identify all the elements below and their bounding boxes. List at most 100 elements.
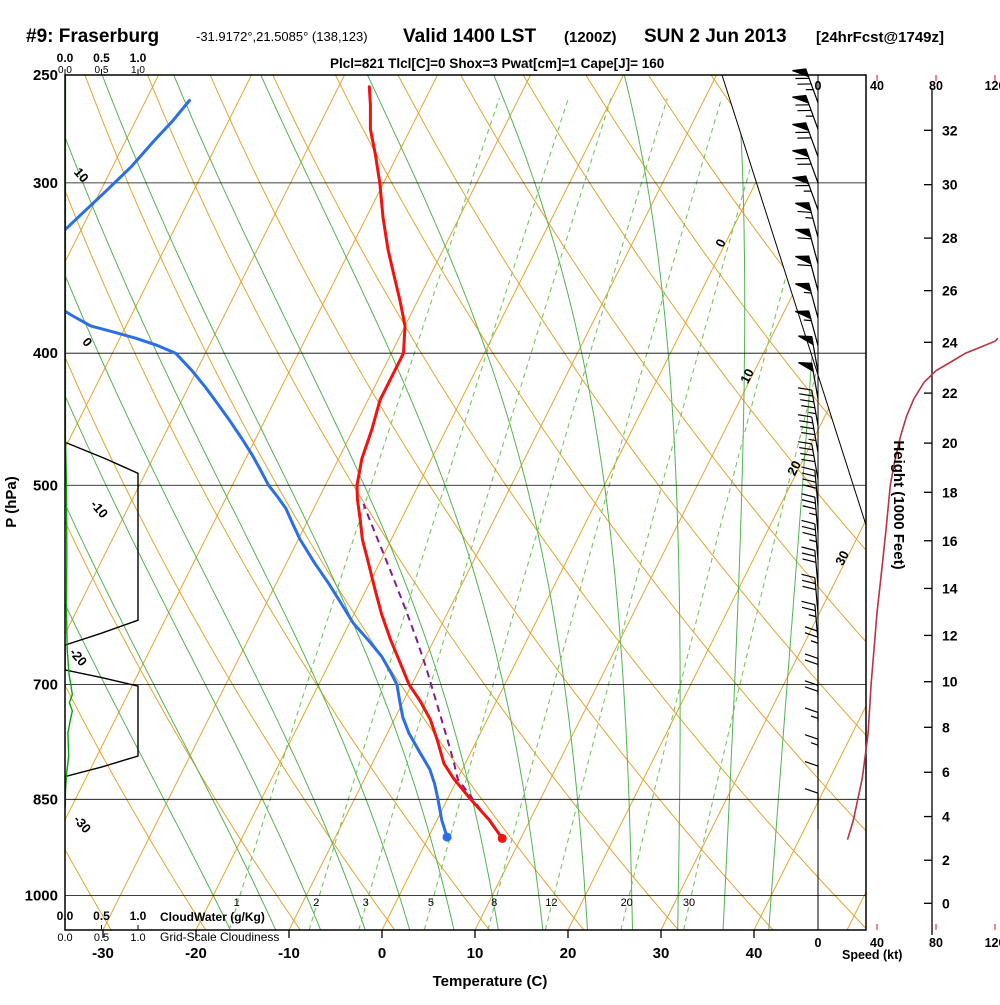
wind-barb-full (805, 789, 818, 794)
dry-adiabat-line (398, 75, 1000, 930)
mixing-ratio-line (359, 98, 611, 930)
height-tick-label: 10 (942, 674, 958, 690)
wind-barb-full (805, 660, 818, 665)
pressure-tick-label: 1000 (25, 888, 58, 905)
cloudwater-scale-top: 0.5 (93, 51, 110, 65)
params-line: Plcl=821 Tlcl[C]=0 Shox=3 Pwat[cm]=1 Cap… (330, 56, 664, 71)
wind-barb-full (802, 601, 815, 604)
wind-speed-curve (848, 338, 999, 840)
speed-tick-label-top: 120 (985, 79, 1000, 93)
wind-barb-pennant (792, 123, 808, 131)
wind-barb-pennant (795, 311, 810, 319)
wind-barb-full (800, 400, 814, 402)
mixing-ratio-line (545, 98, 770, 930)
isotherm-line (661, 75, 1000, 930)
isotherm-line (847, 75, 1000, 930)
profiles (35, 75, 506, 843)
isotherm-line (103, 75, 531, 930)
wind-barb-pennant (795, 203, 810, 211)
adiabat-label: -30 (71, 812, 95, 836)
isotherm-label: 20 (784, 458, 804, 478)
height-tick-label: 12 (942, 627, 958, 643)
height-tick-label: 18 (942, 484, 958, 500)
isotherm-label: 10 (737, 366, 757, 386)
wind-barb-pennant (792, 95, 808, 103)
wind-barb-full (805, 633, 818, 638)
cloudwater-scale-bottom: 1.0 (130, 909, 147, 923)
isotherm-label: 30 (832, 548, 852, 568)
wind-barb-full (802, 553, 815, 556)
wind-barb-full (802, 520, 815, 523)
height-axis-label: Height (1000 Feet) (890, 440, 907, 569)
pressure-axis-label: P (hPa) (3, 476, 20, 527)
isotherm-line (10, 75, 438, 930)
height-tick-label: 8 (942, 719, 950, 735)
wind-barb-half (811, 743, 818, 746)
valid-time: Valid 1400 LST (403, 26, 536, 47)
speed-tick-label-bottom: 120 (985, 936, 1000, 950)
station-coords: -31.9172°,21.5085° (138,123) (196, 29, 368, 44)
pressure-tick-label: 300 (33, 175, 58, 192)
wind-barb-full (798, 265, 812, 266)
wind-barb-pennant (795, 256, 810, 264)
wind-barb-full (803, 506, 816, 509)
height-tick-label: 28 (942, 230, 958, 246)
height-tick-label: 26 (942, 283, 958, 299)
dry-adiabat-line (836, 75, 1000, 930)
wind-barb-pennant (795, 283, 810, 291)
pressure-tick-label: 400 (33, 345, 58, 362)
wind-barb-full (798, 415, 812, 417)
height-tick-label: 16 (942, 533, 958, 549)
wind-barb-full (799, 448, 813, 450)
wind-barb-full (798, 442, 812, 444)
wind-barb-full (802, 547, 815, 550)
dry-adiabat-line (586, 75, 1000, 930)
temp-tick-label: 10 (467, 945, 484, 962)
height-tick-label: 6 (942, 764, 950, 780)
wind-barb-full (801, 459, 815, 461)
wind-barb-full (805, 627, 818, 632)
wind-barb-half (809, 615, 816, 617)
wind-barb-full (798, 238, 812, 239)
isotherm-label: 0 (712, 236, 729, 249)
pressure-tick-label: 500 (33, 477, 58, 494)
temp-tick-label: 0 (378, 945, 386, 962)
temp-tick-label: -10 (278, 945, 300, 962)
wind-barb-pennant (798, 363, 813, 372)
wind-barb-half (811, 641, 818, 644)
height-tick-label: 0 (942, 895, 950, 911)
moist-adiabat-line (102, 75, 454, 930)
cloudiness-label: Grid-Scale Cloudiness (160, 930, 279, 944)
moist-adiabat-line (368, 75, 588, 930)
mixing-ratio-label: 30 (683, 897, 695, 909)
cloudiness-scale-bottom: 1.0 (130, 932, 145, 944)
surface-temp-dot (498, 834, 507, 843)
height-tick-label: 22 (942, 385, 958, 401)
wind-barb-full (800, 453, 814, 455)
fcst-tag: [24hrFcst@1749z] (816, 29, 944, 46)
mixing-ratio-line (488, 98, 722, 930)
wind-barb-pennant (795, 229, 810, 237)
isotherm-line (754, 75, 1000, 930)
speed-tick-label-bottom: 80 (929, 936, 943, 950)
wind-barb-pennant (792, 149, 808, 157)
moist-adiabat-line (723, 75, 745, 930)
wind-barb-full (801, 432, 815, 434)
wind-barb-pennant (798, 336, 813, 345)
pressure-tick-label: 700 (33, 676, 58, 693)
dry-adiabat-line (648, 75, 1000, 930)
station-title: #9: Fraserburg (26, 26, 159, 47)
height-tick-label: 24 (942, 334, 958, 350)
wind-barb-full (802, 500, 815, 503)
temp-tick-label: 20 (560, 945, 577, 962)
temp-axis-label: Temperature (C) (433, 973, 548, 990)
isotherm-line (289, 75, 717, 930)
speed-axis-label: Speed (kt) (842, 948, 902, 962)
moist-adiabat-line (261, 75, 543, 930)
wind-barb-half (804, 320, 811, 321)
wind-barb-full (803, 586, 816, 589)
dry-adiabat-line (899, 75, 1000, 930)
